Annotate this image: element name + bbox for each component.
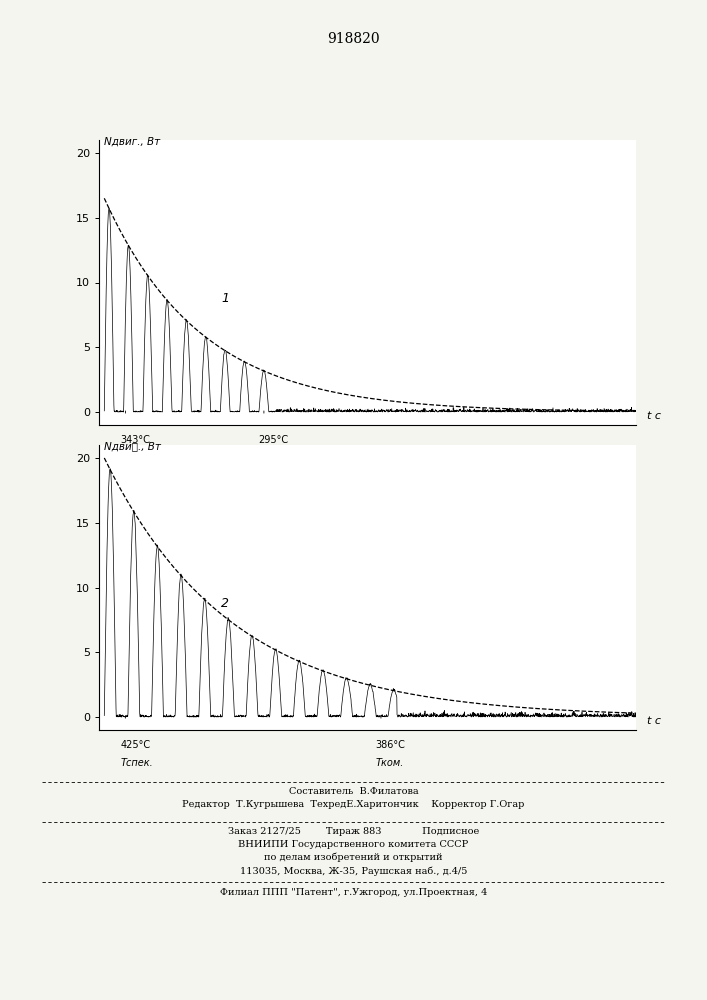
Text: 2: 2 <box>221 597 229 610</box>
Text: 425°C: 425°C <box>120 740 151 750</box>
Text: Заказ 2127/25        Тираж 883             Подписное: Заказ 2127/25 Тираж 883 Подписное <box>228 827 479 836</box>
Text: 295°C: 295°C <box>259 435 288 445</box>
Text: Редактор  Т.Кугрышева  ТехредЕ.Харитончик    Корректор Г.Огар: Редактор Т.Кугрышева ТехредЕ.Харитончик … <box>182 800 525 809</box>
Text: t c: t c <box>647 411 661 421</box>
Text: 1: 1 <box>221 292 229 305</box>
Text: Тспек.: Тспек. <box>120 454 153 464</box>
Text: Филиал ППП "Патент", г.Ужгород, ул.Проектная, 4: Филиал ППП "Патент", г.Ужгород, ул.Проек… <box>220 888 487 897</box>
Text: Nдвиܓ., Вт: Nдвиܓ., Вт <box>105 441 161 451</box>
Text: по делам изобретений и открытий: по делам изобретений и открытий <box>264 853 443 862</box>
Text: 343°C: 343°C <box>120 435 150 445</box>
Text: Составитель  В.Филатова: Составитель В.Филатова <box>288 787 419 796</box>
Text: Nдвиг., Вт: Nдвиг., Вт <box>105 136 160 146</box>
Text: Тспек.: Тспек. <box>120 758 153 768</box>
Text: t c: t c <box>647 716 661 726</box>
Text: Тком.: Тком. <box>375 758 404 768</box>
Text: ВНИИПИ Государственного комитета СССР: ВНИИПИ Государственного комитета СССР <box>238 840 469 849</box>
Text: 113035, Москва, Ж-35, Раушская наб., д.4/5: 113035, Москва, Ж-35, Раушская наб., д.4… <box>240 866 467 876</box>
Text: Тком.: Тком. <box>259 454 287 464</box>
Text: 386°C: 386°C <box>375 740 406 750</box>
Text: 918820: 918820 <box>327 32 380 46</box>
